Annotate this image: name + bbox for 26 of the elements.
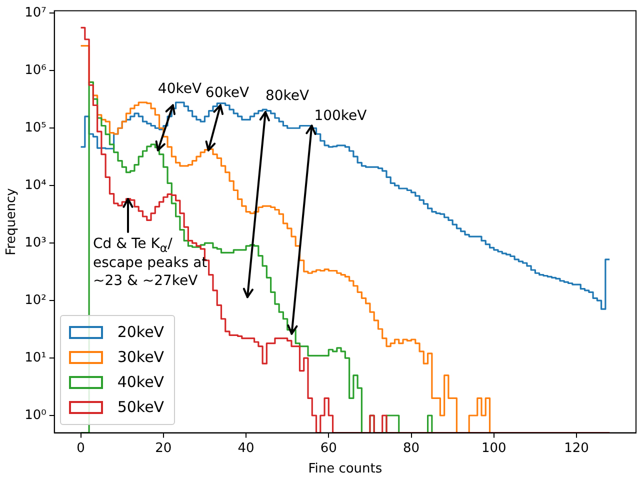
legend-label: 20keV: [117, 323, 164, 342]
x-tick-label: 100: [481, 440, 506, 456]
annotation: 100keV: [314, 108, 367, 124]
y-tick-label: 10⁰: [24, 408, 46, 423]
y-axis-title: Frequency: [4, 188, 20, 256]
y-tick-label: 10¹: [24, 350, 46, 366]
x-tick-label: 60: [320, 440, 337, 456]
annotation: 60keV: [205, 85, 250, 102]
x-tick-label: 80: [403, 440, 420, 456]
y-tick-label: 10⁵: [24, 120, 46, 136]
legend-label: 50keV: [117, 398, 164, 416]
y-tick-label: 10⁶: [24, 63, 46, 78]
annotation: Cd & Te K$_{α}$/ escape peaks at ~23 & ~27keV: [93, 236, 208, 290]
annotation: 40keV: [158, 81, 202, 98]
legend-label: 30keV: [117, 348, 164, 366]
y-tick-label: 10⁷: [24, 6, 46, 21]
annotation: 80keV: [265, 88, 310, 104]
y-tick-label: 10³: [24, 235, 46, 250]
y-tick-label: 10⁴: [24, 178, 46, 193]
x-axis-title: Fine counts: [308, 462, 382, 477]
x-tick-label: 0: [76, 440, 85, 456]
legend-label: 40keV: [117, 373, 164, 392]
y-tick-label: 10²: [24, 292, 46, 308]
x-tick-label: 20: [155, 440, 172, 456]
x-tick-label: 40: [238, 440, 254, 456]
x-tick-label: 120: [564, 440, 589, 456]
